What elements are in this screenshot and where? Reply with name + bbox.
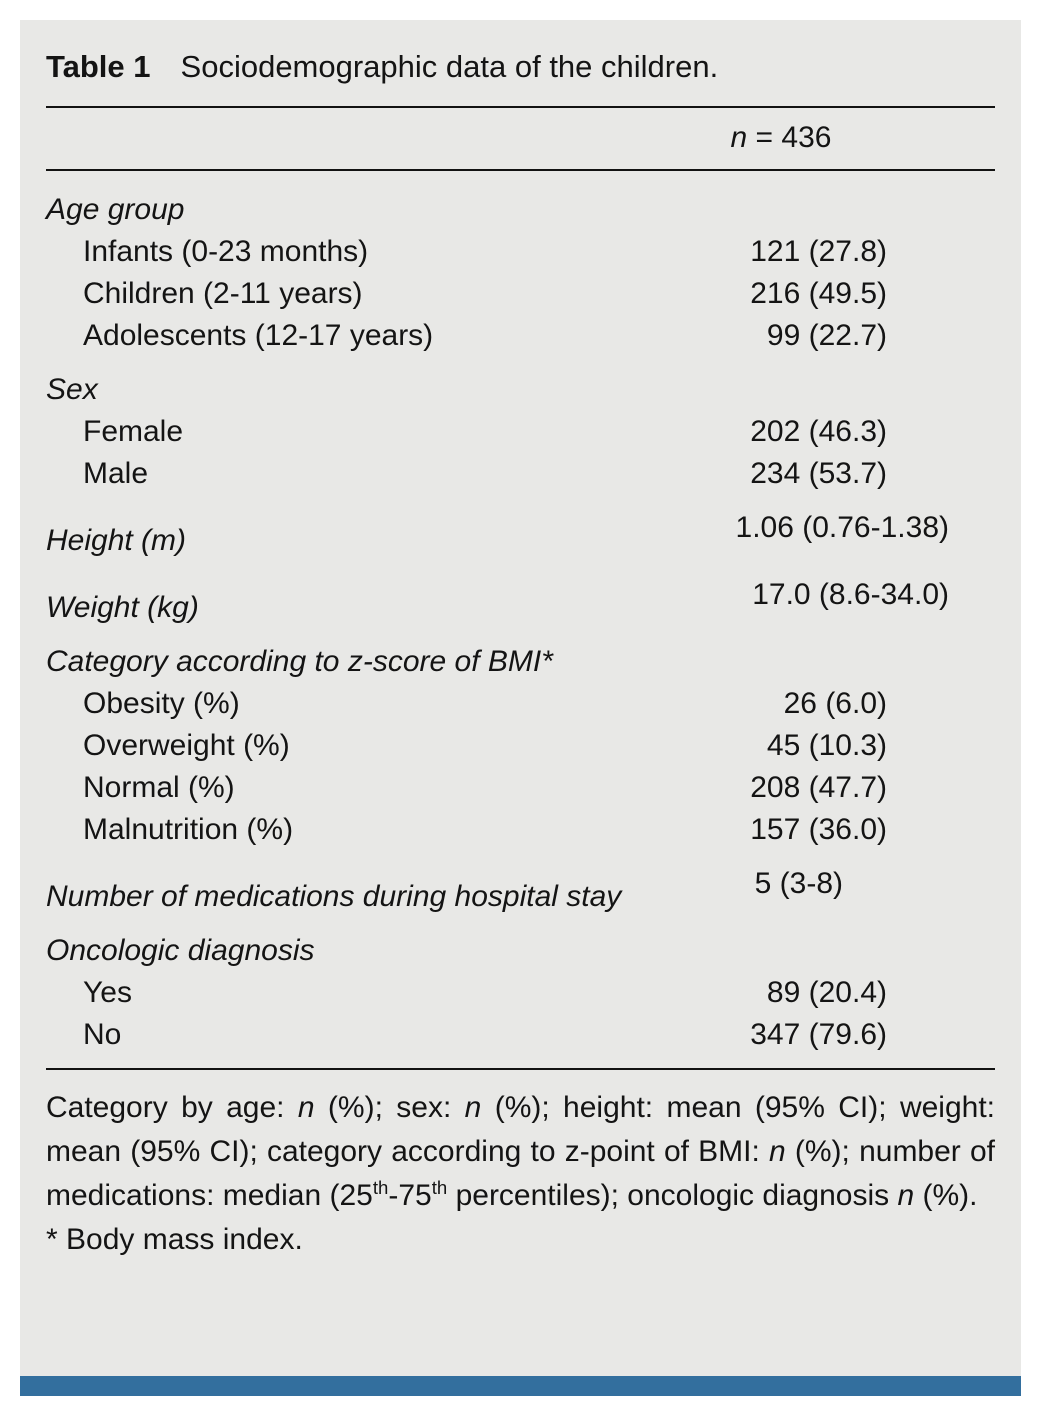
row-value: 208 (47.7) [750,771,887,804]
row-label: Infants (0-23 months) [83,235,369,268]
table-body: Age group Infants (0-23 months) 121 (27.… [46,171,995,1068]
row-value: 216 (49.5) [750,277,887,310]
table-row: Yes 89 (20.4) [46,972,995,1014]
section-header-row: Category according to z-score of BMI* [46,641,995,683]
table-panel: Table 1 Sociodemographic data of the chil… [20,20,1021,1396]
section-weight: Weight (kg) 17.0 (8.6-34.0) [46,574,995,629]
table-row: Height (m) 1.06 (0.76-1.38) [46,507,995,562]
table-row: Children (2-11 years) 216 (49.5) [46,273,995,315]
table-row: Adolescents (12-17 years) 99 (22.7) [46,315,995,357]
table-row: Overweight (%) 45 (10.3) [46,725,995,767]
row-value: 347 (79.6) [750,1018,887,1051]
row-label: Male [83,457,149,490]
table-row: Infants (0-23 months) 121 (27.8) [46,231,995,273]
table-number-label: Table 1 [46,49,151,84]
table-caption: Sociodemographic data of the children. [180,49,719,84]
section-sex: Sex Female 202 (46.3) Male 234 (53.7) [46,369,995,495]
row-label: Yes [83,976,132,1009]
section-header-label: Age group [46,193,185,226]
column-header-n: n = 436 [730,121,832,154]
row-value: 17.0 (8.6-34.0) [752,578,949,611]
table-row: Male 234 (53.7) [46,453,995,495]
row-label: Normal (%) [83,771,235,804]
row-value: 121 (27.8) [750,235,887,268]
row-label: No [83,1018,122,1051]
section-header-row: Oncologic diagnosis [46,930,995,972]
table-row: Obesity (%) 26 (6.0) [46,683,995,725]
section-age-group: Age group Infants (0-23 months) 121 (27.… [46,189,995,357]
footnote-bmi: * Body mass index. [46,1223,303,1256]
column-header-row: n = 436 [46,108,995,169]
row-value: 234 (53.7) [750,457,887,490]
row-value: 202 (46.3) [750,415,887,448]
row-value: 5 (3-8) [754,867,843,900]
table-row: Female 202 (46.3) [46,411,995,453]
row-label: Malnutrition (%) [83,813,294,846]
section-oncologic-diagnosis: Oncologic diagnosis Yes 89 (20.4) No 347… [46,930,995,1056]
table-row: Number of medications during hospital st… [46,863,995,918]
row-label: Weight (kg) [46,591,199,624]
footnote-legend: Category by age: n (%); sex: n (%); heig… [46,1091,996,1212]
row-value: 89 (20.4) [766,976,887,1009]
row-value: 45 (10.3) [766,729,887,762]
section-medications: Number of medications during hospital st… [46,863,995,918]
table-row: Weight (kg) 17.0 (8.6-34.0) [46,574,995,629]
table-row: Normal (%) 208 (47.7) [46,767,995,809]
divider-bottom [46,1068,995,1070]
section-height: Height (m) 1.06 (0.76-1.38) [46,507,995,562]
row-label: Height (m) [46,524,187,557]
section-header-row: Sex [46,369,995,411]
section-header-label: Category according to z-score of BMI* [46,645,553,678]
accent-bottom-bar [20,1376,1021,1396]
row-value: 1.06 (0.76-1.38) [735,511,949,544]
table-footnotes: Category by age: n (%); sex: n (%); heig… [46,1070,995,1270]
row-label: Overweight (%) [83,729,290,762]
row-value: 26 (6.0) [783,687,887,720]
table-row: Malnutrition (%) 157 (36.0) [46,809,995,851]
section-header-row: Age group [46,189,995,231]
table-title: Table 1 Sociodemographic data of the chil… [46,46,995,88]
row-label: Number of medications during hospital st… [46,880,622,913]
row-value: 157 (36.0) [750,813,887,846]
divider-top [46,106,995,108]
table-row: No 347 (79.6) [46,1014,995,1056]
row-label: Children (2-11 years) [83,277,363,310]
row-label: Adolescents (12-17 years) [83,319,434,352]
section-bmi-category: Category according to z-score of BMI* Ob… [46,641,995,851]
section-header-label: Sex [46,373,98,406]
divider-header [46,169,995,171]
row-label: Obesity (%) [83,687,240,720]
row-value: 99 (22.7) [766,319,887,352]
row-label: Female [83,415,184,448]
section-header-label: Oncologic diagnosis [46,934,315,967]
